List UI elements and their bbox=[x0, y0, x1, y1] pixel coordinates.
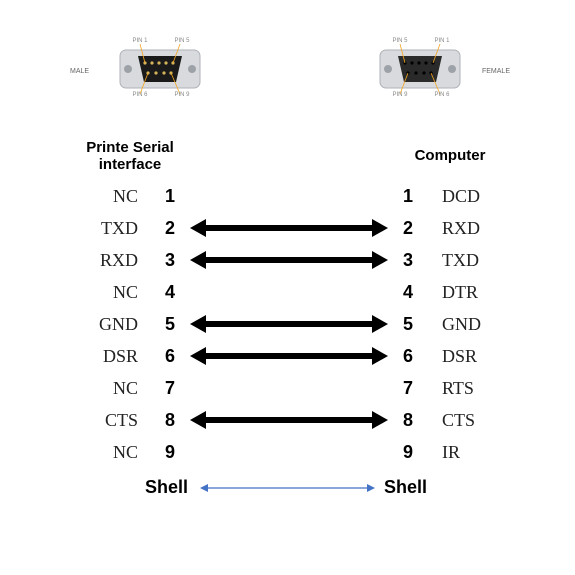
pin-row: NC 9 9 IR bbox=[0, 438, 575, 470]
left-signal: GND bbox=[78, 314, 138, 335]
right-signal: RTS bbox=[442, 378, 502, 399]
db9-female-icon bbox=[360, 30, 480, 110]
left-pin-number: 1 bbox=[160, 186, 180, 207]
shell-label-left: Shell bbox=[145, 477, 188, 498]
db9-male-icon bbox=[100, 30, 220, 110]
left-signal: RXD bbox=[78, 250, 138, 271]
right-signal: GND bbox=[442, 314, 502, 335]
left-pin-number: 9 bbox=[160, 442, 180, 463]
left-pin-number: 7 bbox=[160, 378, 180, 399]
shell-label-right: Shell bbox=[384, 477, 427, 498]
right-pin-number: 2 bbox=[398, 218, 418, 239]
connector-images-zone: MALE PIN 1 PIN 5 PIN 6 PIN 9 bbox=[0, 30, 575, 130]
left-signal: DSR bbox=[78, 346, 138, 367]
connection-arrow bbox=[190, 250, 388, 270]
pin-corner-label: PIN 9 bbox=[390, 92, 410, 98]
right-pin-number: 7 bbox=[398, 378, 418, 399]
pin-corner-label: PIN 1 bbox=[130, 38, 150, 44]
connector-female: FEMALE PIN 5 PIN 1 PIN 9 PIN 6 bbox=[360, 30, 480, 110]
left-signal: NC bbox=[78, 186, 138, 207]
right-signal: CTS bbox=[442, 410, 502, 431]
right-pin-number: 9 bbox=[398, 442, 418, 463]
pin-row: GND 5 5 GND bbox=[0, 310, 575, 342]
right-signal: DCD bbox=[442, 186, 502, 207]
connector-gender-label: MALE bbox=[70, 68, 89, 75]
left-pin-number: 6 bbox=[160, 346, 180, 367]
pin-corner-label: PIN 6 bbox=[130, 92, 150, 98]
left-header: Printe Serial interface bbox=[70, 140, 190, 173]
pin-rows: NC 1 1 DCD TXD 2 2 RXD RXD 3 3 TXD NC 4 4 DTR GND 5 5 GND DS… bbox=[0, 182, 575, 470]
left-pin-number: 4 bbox=[160, 282, 180, 303]
pinout-diagram: MALE PIN 1 PIN 5 PIN 6 PIN 9 bbox=[0, 0, 575, 575]
right-signal: DTR bbox=[442, 282, 502, 303]
right-pin-number: 8 bbox=[398, 410, 418, 431]
pin-corner-label: PIN 5 bbox=[390, 38, 410, 44]
pin-row: DSR 6 6 DSR bbox=[0, 342, 575, 374]
pin-row: RXD 3 3 TXD bbox=[0, 246, 575, 278]
right-signal: TXD bbox=[442, 250, 502, 271]
right-signal: RXD bbox=[442, 218, 502, 239]
connection-arrow bbox=[190, 218, 388, 238]
right-header: Computer bbox=[400, 148, 500, 165]
right-pin-number: 6 bbox=[398, 346, 418, 367]
pin-corner-label: PIN 9 bbox=[172, 92, 192, 98]
shell-connection-arrow bbox=[200, 477, 375, 499]
shell-row: Shell Shell bbox=[0, 475, 575, 505]
pin-corner-label: PIN 6 bbox=[432, 92, 452, 98]
connection-arrow bbox=[190, 314, 388, 334]
left-signal: NC bbox=[78, 282, 138, 303]
connector-male: MALE PIN 1 PIN 5 PIN 6 PIN 9 bbox=[100, 30, 220, 110]
pin-corner-label: PIN 5 bbox=[172, 38, 192, 44]
pin-row: NC 7 7 RTS bbox=[0, 374, 575, 406]
left-signal: TXD bbox=[78, 218, 138, 239]
connection-arrow bbox=[190, 346, 388, 366]
right-signal: IR bbox=[442, 442, 502, 463]
right-pin-number: 1 bbox=[398, 186, 418, 207]
left-pin-number: 5 bbox=[160, 314, 180, 335]
pin-row: NC 1 1 DCD bbox=[0, 182, 575, 214]
left-signal: CTS bbox=[78, 410, 138, 431]
right-pin-number: 5 bbox=[398, 314, 418, 335]
connector-gender-label: FEMALE bbox=[482, 68, 510, 75]
right-pin-number: 3 bbox=[398, 250, 418, 271]
left-signal: NC bbox=[78, 378, 138, 399]
pin-row: CTS 8 8 CTS bbox=[0, 406, 575, 438]
left-pin-number: 8 bbox=[160, 410, 180, 431]
pin-corner-label: PIN 1 bbox=[432, 38, 452, 44]
left-pin-number: 2 bbox=[160, 218, 180, 239]
pin-row: TXD 2 2 RXD bbox=[0, 214, 575, 246]
left-pin-number: 3 bbox=[160, 250, 180, 271]
left-signal: NC bbox=[78, 442, 138, 463]
pin-row: NC 4 4 DTR bbox=[0, 278, 575, 310]
right-signal: DSR bbox=[442, 346, 502, 367]
connection-arrow bbox=[190, 410, 388, 430]
right-pin-number: 4 bbox=[398, 282, 418, 303]
